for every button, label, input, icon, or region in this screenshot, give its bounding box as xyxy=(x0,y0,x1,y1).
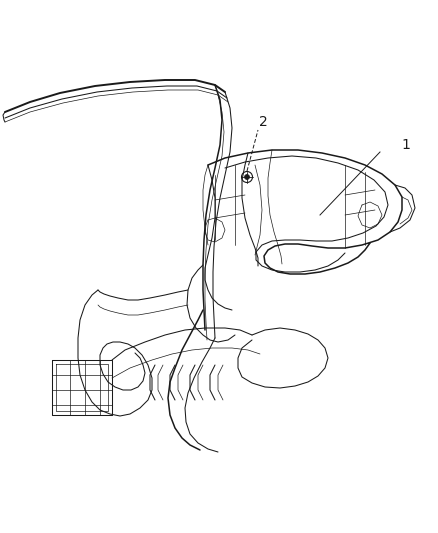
Text: 1: 1 xyxy=(402,138,410,152)
Circle shape xyxy=(244,174,250,180)
Text: 2: 2 xyxy=(258,115,267,129)
